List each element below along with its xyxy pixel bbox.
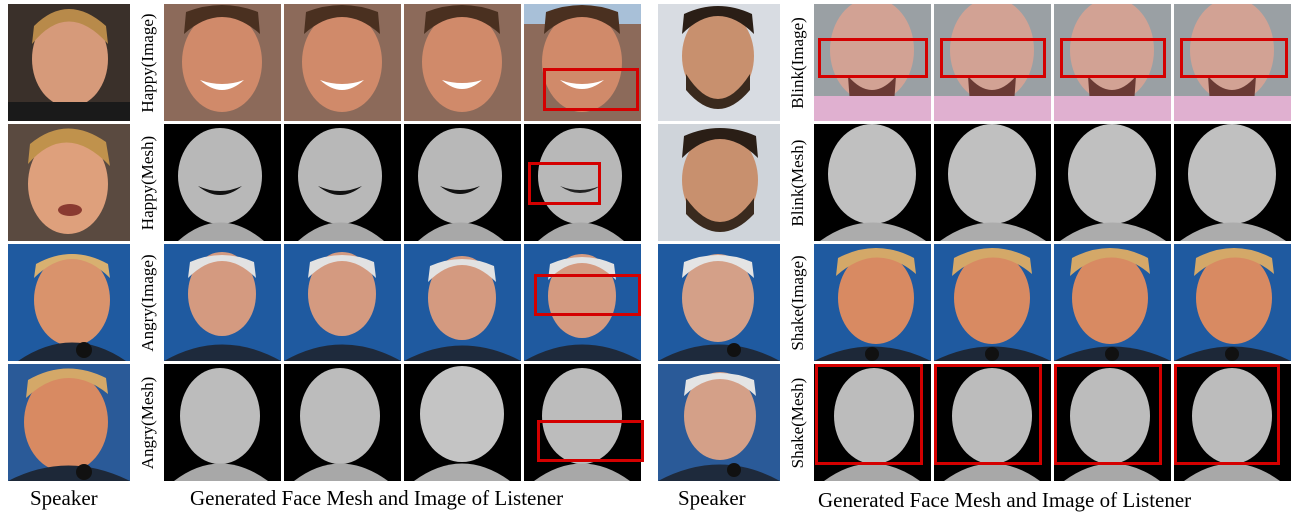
left-happy-image-2 xyxy=(284,4,401,121)
highlight-box-happy-image-mouth xyxy=(543,68,639,111)
highlight-box-angry-mesh-mouth xyxy=(537,420,644,462)
right-blink-image-4 xyxy=(1174,4,1291,121)
left-angry-mesh-2 xyxy=(284,364,401,481)
left-happy-image-1 xyxy=(164,4,281,121)
left-row-label-happy-mesh: Happy(Mesh) xyxy=(138,135,157,230)
highlight-box-blink-eyes-1 xyxy=(818,38,928,78)
right-shake-mesh-1 xyxy=(814,364,931,481)
right-shake-image-1 xyxy=(814,244,931,361)
left-angry-image-3 xyxy=(404,244,521,361)
caption-left-listener: Generated Face Mesh and Image of Listene… xyxy=(190,486,564,510)
right-row-label-shake-image: Shake(Image) xyxy=(788,254,807,351)
right-blink-mesh-4 xyxy=(1174,124,1291,241)
highlight-box-blink-eyes-2 xyxy=(940,38,1046,78)
right-speaker-frame-4 xyxy=(658,364,780,481)
right-shake-image-2 xyxy=(934,244,1051,361)
right-blink-mesh-3 xyxy=(1054,124,1171,241)
right-speaker-frame-1 xyxy=(658,4,780,121)
left-row-label-angry-image: Angry(Image) xyxy=(138,253,157,352)
right-shake-mesh-4 xyxy=(1174,364,1291,481)
caption-right-speaker: Speaker xyxy=(678,486,746,510)
left-angry-mesh-1 xyxy=(164,364,281,481)
highlight-box-angry-image-brow xyxy=(534,274,641,316)
highlight-box-shake-face-3 xyxy=(1054,364,1162,465)
right-speaker-frame-2 xyxy=(658,124,780,241)
left-angry-mesh-3 xyxy=(404,364,521,481)
left-row-label-happy-image: Happy(Image) xyxy=(138,12,157,113)
left-row-label-angry-mesh: Angry(Mesh) xyxy=(138,376,157,469)
left-happy-mesh-1 xyxy=(164,124,281,241)
right-blink-image-1 xyxy=(814,4,931,121)
left-speaker-frame-2 xyxy=(8,124,130,241)
left-speaker-frame-3 xyxy=(8,244,130,361)
highlight-box-shake-face-4 xyxy=(1174,364,1280,465)
right-shake-mesh-3 xyxy=(1054,364,1171,481)
right-shake-image-3 xyxy=(1054,244,1171,361)
right-row-label-shake-mesh: Shake(Mesh) xyxy=(788,377,807,468)
highlight-box-shake-face-2 xyxy=(934,364,1042,465)
right-shake-image-4 xyxy=(1174,244,1291,361)
left-speaker-frame-4 xyxy=(8,364,130,481)
right-shake-mesh-2 xyxy=(934,364,1051,481)
right-blink-mesh-2 xyxy=(934,124,1051,241)
right-row-label-blink-mesh: Blink(Mesh) xyxy=(788,139,807,226)
left-speaker-frame-1 xyxy=(8,4,130,121)
right-speaker-frame-3 xyxy=(658,244,780,361)
left-angry-image-1 xyxy=(164,244,281,361)
highlight-box-shake-face-1 xyxy=(815,364,923,465)
highlight-box-blink-eyes-3 xyxy=(1060,38,1166,78)
left-happy-mesh-3 xyxy=(404,124,521,241)
left-happy-image-3 xyxy=(404,4,521,121)
caption-left-speaker: Speaker xyxy=(30,486,98,510)
highlight-box-blink-eyes-4 xyxy=(1180,38,1288,78)
right-row-label-blink-image: Blink(Image) xyxy=(788,16,807,109)
left-angry-image-2 xyxy=(284,244,401,361)
left-happy-mesh-2 xyxy=(284,124,401,241)
highlight-box-happy-mesh-mouth xyxy=(528,162,601,205)
left-happy-mesh-4 xyxy=(524,124,641,241)
right-blink-mesh-1 xyxy=(814,124,931,241)
caption-right-listener: Generated Face Mesh and Image of Listene… xyxy=(818,488,1192,512)
